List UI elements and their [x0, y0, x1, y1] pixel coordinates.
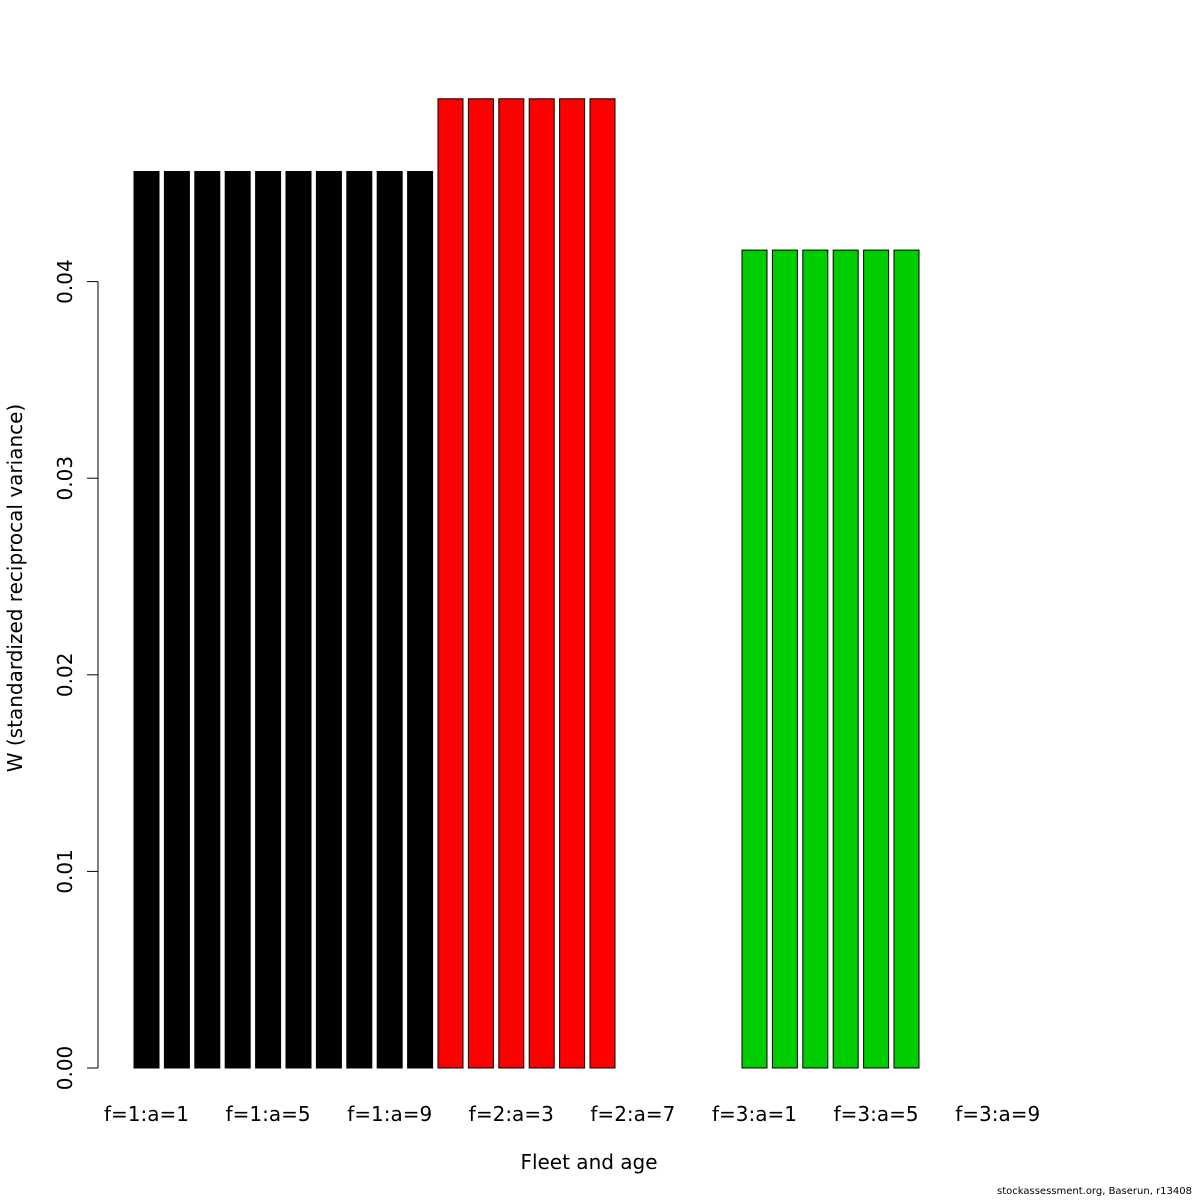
bar-f-1-a-10 — [407, 171, 434, 1069]
y-tick-label: 0.04 — [53, 259, 77, 304]
x-tick-label: f=1:a=9 — [347, 1102, 432, 1126]
y-axis: 0.00 0.01 0.02 0.03 0.04 — [53, 259, 99, 1091]
bar-f-2-a-2 — [467, 98, 494, 1069]
y-axis-title: W (standardized reciprocal variance) — [3, 404, 27, 773]
bar-f-3-a-6 — [893, 249, 920, 1069]
bar-f-1-a-8 — [346, 171, 373, 1069]
bar-f-3-a-3 — [802, 249, 829, 1069]
y-tick-label: 0.01 — [53, 849, 77, 894]
bar-f-2-a-4 — [528, 98, 555, 1069]
bars-group — [133, 98, 920, 1069]
x-tick-label: f=3:a=1 — [712, 1102, 797, 1126]
bar-f-1-a-2 — [163, 171, 190, 1069]
bar-f-3-a-2 — [771, 249, 798, 1069]
x-tick-label: f=2:a=3 — [469, 1102, 554, 1126]
bar-f-1-a-3 — [194, 171, 221, 1069]
x-tick-label: f=1:a=5 — [226, 1102, 311, 1126]
bar-f-3-a-5 — [863, 249, 890, 1069]
bar-f-1-a-4 — [224, 171, 251, 1069]
bar-f-1-a-9 — [376, 171, 403, 1069]
bar-f-1-a-6 — [285, 171, 312, 1069]
bar-f-1-a-1 — [133, 171, 160, 1069]
bar-f-2-a-1 — [437, 98, 464, 1069]
bar-f-1-a-7 — [315, 171, 342, 1069]
bar-f-2-a-3 — [498, 98, 525, 1069]
x-axis-title: Fleet and age — [520, 1150, 657, 1174]
x-axis-labels: f=1:a=1 f=1:a=5 f=1:a=9 f=2:a=3 f=2:a=7 f=3:a… — [104, 1102, 1040, 1126]
bar-f-3-a-1 — [741, 249, 768, 1069]
bar-f-2-a-5 — [559, 98, 586, 1069]
y-tick-label: 0.00 — [53, 1046, 77, 1091]
x-tick-label: f=2:a=7 — [590, 1102, 675, 1126]
x-tick-label: f=3:a=5 — [834, 1102, 919, 1126]
x-tick-label: f=1:a=1 — [104, 1102, 189, 1126]
bar-f-3-a-4 — [832, 249, 859, 1069]
y-tick-label: 0.02 — [53, 653, 77, 698]
y-tick-label: 0.03 — [53, 456, 77, 501]
bar-f-2-a-6 — [589, 98, 616, 1069]
credit-note: stockassessment.org, Baserun, r13408 — [997, 1186, 1192, 1197]
bar-f-1-a-5 — [255, 171, 282, 1069]
x-tick-label: f=3:a=9 — [955, 1102, 1040, 1126]
